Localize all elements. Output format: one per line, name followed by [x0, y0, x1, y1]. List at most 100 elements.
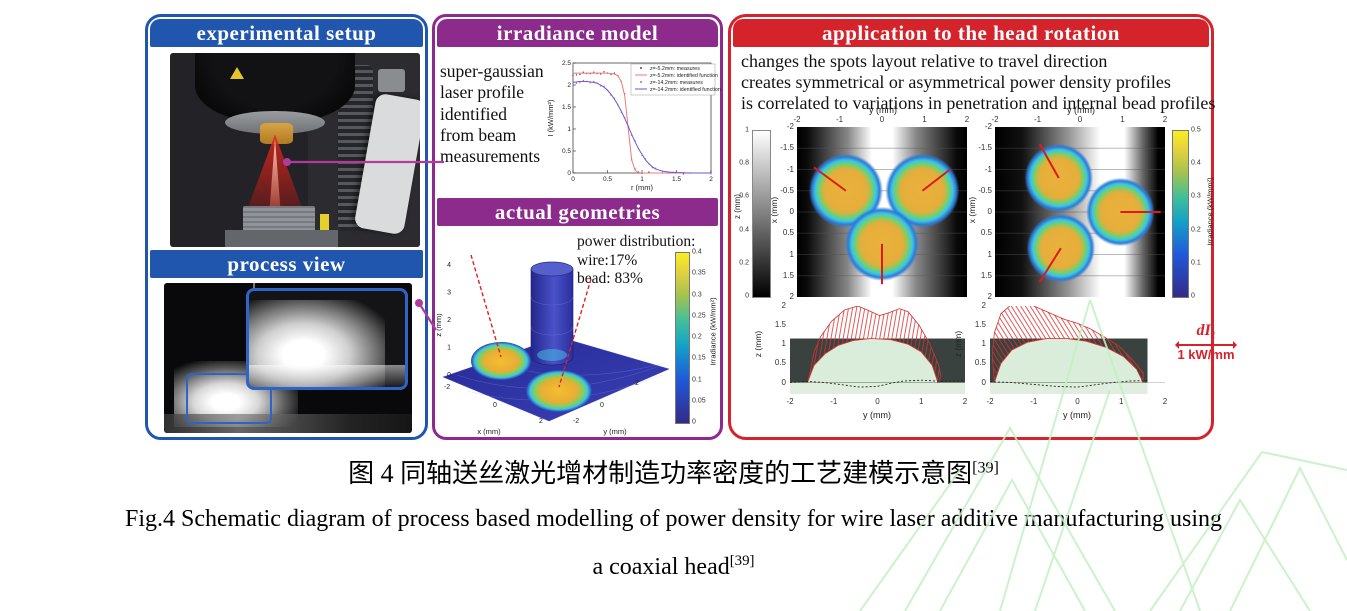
- svg-text:1: 1: [640, 176, 644, 183]
- actual-geometries-3d-plot: 4 3 2 1 0 z (mm) -2 0 2 x (mm) 2 0 -2 y (mm): [437, 254, 670, 436]
- tick-label: -2: [991, 115, 999, 124]
- panel-application: application to the head rotation changes…: [728, 14, 1237, 440]
- panel-header-irradiance-model: irradiance model: [437, 19, 718, 47]
- tick-label: 1.5: [980, 270, 992, 280]
- power-distribution-note: power distribution: wire:17% bead: 83%: [577, 233, 696, 288]
- svg-text:1: 1: [447, 345, 451, 352]
- tick-label: 1: [981, 339, 986, 349]
- tick-label: 0.8: [739, 159, 749, 167]
- laser-spot-front: [526, 370, 592, 412]
- tick-label: -2: [786, 397, 794, 406]
- yellow-tag: [320, 214, 329, 230]
- svg-text:0: 0: [571, 176, 575, 183]
- bead2-left-ticks: 2 1.5 1 0.5 0: [969, 302, 986, 387]
- tick-label: 1: [1119, 397, 1124, 406]
- tick-label: 1.5: [974, 320, 986, 330]
- spots2-top-axis-label: y (mm): [1067, 105, 1095, 115]
- bead-profile-symmetric: [790, 306, 965, 394]
- svg-text:2: 2: [447, 317, 451, 324]
- tick-label: -0.5: [780, 185, 794, 195]
- bead1-xlabel: y (mm): [863, 410, 891, 420]
- tick-label: 0.4: [1191, 159, 1201, 167]
- tick-label: -1: [786, 164, 794, 174]
- bead2-ylabel: z (mm): [953, 330, 964, 358]
- panel-models: irradiance model super-gaussian laser pr…: [432, 14, 723, 440]
- tick-label: 0.25: [692, 312, 706, 320]
- svg-text:0: 0: [493, 402, 497, 409]
- tick-label: 0.15: [692, 354, 706, 362]
- svg-text:-2: -2: [444, 384, 450, 391]
- tick-label: -2: [786, 122, 794, 131]
- svg-text:2: 2: [539, 418, 543, 425]
- copper-nozzle: [260, 122, 293, 145]
- head-flange: [225, 111, 325, 135]
- tick-label: -2: [986, 397, 994, 406]
- laser-spot-left: [471, 342, 531, 380]
- svg-text:1.5: 1.5: [562, 104, 571, 111]
- caption-zh: 图 4 同轴送丝激光增材制造功率密度的工艺建模示意图[39]: [348, 459, 999, 488]
- tick-label: 0.3: [1191, 192, 1201, 200]
- tick-label: 1: [781, 339, 786, 349]
- tick-label: 0.5: [782, 228, 794, 238]
- tick-label: 2: [981, 301, 986, 310]
- panel-header-process-view: process view: [150, 250, 423, 278]
- svg-text:1: 1: [567, 126, 571, 133]
- svg-text:z=-14.2mm: identified function: z=-14.2mm: identified function: [650, 87, 721, 93]
- caption-en-line1: Fig.4 Schematic diagram of process based…: [124, 506, 1223, 532]
- warning-triangle-icon: [230, 66, 244, 79]
- tick-label: 0.2: [692, 333, 702, 341]
- beam-axis-dashed-right: [558, 278, 592, 388]
- bead2-xlabel: y (mm): [1063, 410, 1091, 420]
- spots1-left-ticks: -2 -1.5 -1 -0.5 0 0.5 1 1.5 2: [777, 123, 794, 301]
- bead1-left-ticks: 2 1.5 1 0.5 0: [769, 302, 786, 387]
- tick-label: 1: [919, 397, 924, 406]
- spots1-overlay: [797, 147, 967, 285]
- tick-label: 0: [875, 397, 880, 406]
- tick-label: 0.2: [1191, 226, 1201, 234]
- svg-text:z=-5.2mm: identified function: z=-5.2mm: identified function: [650, 73, 718, 79]
- tick-label: 2: [781, 301, 786, 310]
- panel-header-actual-geometries: actual geometries: [437, 198, 718, 226]
- tick-label: 2: [987, 292, 992, 301]
- spots2-left-ticks: -2 -1.5 -1 -0.5 0 0.5 1 1.5 2: [975, 123, 992, 301]
- svg-text:2: 2: [709, 176, 713, 183]
- tick-label: -2: [984, 122, 992, 131]
- tick-label: 1: [1120, 115, 1125, 124]
- panel-header-experimental-setup: experimental setup: [150, 19, 423, 47]
- svg-text:2.5: 2.5: [562, 60, 571, 67]
- svg-text:z (mm): z (mm): [437, 313, 443, 337]
- tick-label: 0.5: [974, 358, 986, 368]
- panel-header-application: application to the head rotation: [733, 19, 1209, 47]
- tick-label: 1.5: [782, 270, 794, 280]
- tick-label: 0: [879, 115, 885, 124]
- tick-label: 0.6: [739, 192, 749, 200]
- inset-bead-streak: [249, 365, 406, 387]
- svg-text:0: 0: [600, 402, 604, 409]
- tick-label: 0: [1077, 115, 1083, 124]
- tick-label: -1: [835, 115, 844, 124]
- tick-label: 1: [789, 249, 794, 259]
- svg-text:0.5: 0.5: [562, 148, 571, 155]
- tick-label: -0.5: [978, 185, 992, 195]
- tick-label: 0.5: [774, 358, 786, 368]
- spots2-overlay: [995, 143, 1165, 283]
- tick-label: 0: [692, 418, 696, 426]
- svg-text:r (mm): r (mm): [631, 183, 654, 192]
- tick-label: -1: [984, 164, 992, 174]
- tick-label: 0.5: [980, 228, 992, 238]
- tick-label: 1.5: [774, 320, 786, 330]
- beam-axis-dashed-left: [470, 254, 502, 358]
- tick-label: 0.1: [1191, 259, 1201, 267]
- scale-arrow: [1175, 341, 1237, 350]
- panel-experimental: experimental setup process view: [145, 14, 428, 440]
- tick-label: 1: [745, 126, 749, 134]
- tick-label: 0: [981, 377, 986, 387]
- svg-text:0: 0: [447, 372, 451, 379]
- tick-label: 0.5: [1191, 126, 1201, 134]
- tick-label: 2: [1162, 115, 1168, 124]
- svg-text:2: 2: [567, 82, 571, 89]
- wire-cylinder-top: [530, 261, 574, 277]
- tick-label: 0.3: [692, 291, 702, 298]
- tick-label: -2: [793, 115, 801, 124]
